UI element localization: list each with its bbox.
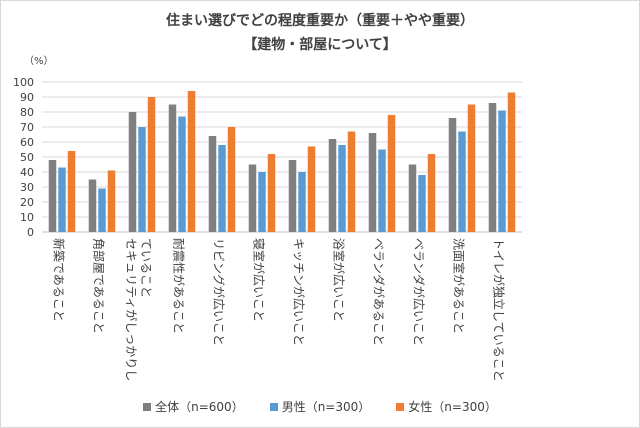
- legend-label-female: 女性（n=300）: [408, 400, 497, 414]
- chart-subtitle: 【建物・部屋について】: [243, 37, 397, 53]
- bar: [208, 136, 217, 232]
- x-tick-label: ベランダがあること: [372, 238, 387, 346]
- bar: [418, 175, 426, 232]
- bar: [408, 164, 417, 232]
- chart-title: 住まい選びでどの程度重要か（重要＋やや重要）: [166, 13, 474, 29]
- y-axis-unit-label: （%）: [24, 56, 54, 67]
- x-tick-label: 耐震性があること: [172, 238, 187, 334]
- bar: [107, 170, 116, 232]
- legend-swatch-male: [269, 402, 278, 411]
- bar: [467, 104, 476, 232]
- x-tick-label: トイレが独立していること: [492, 238, 507, 382]
- bar: [507, 92, 516, 232]
- y-tick-label: 100: [13, 76, 34, 89]
- bar: [147, 97, 156, 232]
- x-tick-label: 寝室が広いこと: [252, 238, 267, 322]
- bar: [328, 139, 337, 232]
- bar: [248, 164, 257, 232]
- bar: [458, 131, 466, 232]
- bar: [48, 160, 57, 232]
- bar: [307, 146, 316, 232]
- bar: [67, 151, 76, 232]
- bar: [368, 133, 377, 232]
- bar: [128, 112, 137, 232]
- legend-item-total: 全体（n=600）: [143, 398, 244, 415]
- y-tick-label: 70: [20, 121, 34, 134]
- y-tick-label: 20: [20, 196, 34, 209]
- bar: [448, 118, 457, 232]
- x-tick-label: キッチンが広いこと: [292, 238, 307, 346]
- x-tick-label: ベランダが広いこと: [412, 238, 427, 346]
- bar: [267, 154, 276, 232]
- bar: [288, 160, 297, 232]
- bar: [58, 167, 66, 232]
- y-tick-label: 0: [27, 226, 34, 239]
- x-tick-label: リビングが広いこと: [212, 238, 227, 346]
- bar: [218, 145, 226, 232]
- x-tick-label: 角部屋であること: [92, 238, 107, 334]
- y-tick-label: 80: [20, 106, 34, 119]
- y-tick-label: 60: [20, 136, 34, 149]
- legend-swatch-total: [143, 402, 152, 411]
- legend-swatch-female: [396, 402, 405, 411]
- bar: [427, 154, 436, 232]
- bar: [347, 131, 356, 232]
- bar: [178, 116, 186, 232]
- bar: [498, 110, 506, 232]
- bar: [227, 127, 236, 232]
- x-tick-label: 浴室が広いこと: [332, 238, 347, 322]
- legend-label-male: 男性（n=300）: [281, 400, 371, 414]
- bar: [168, 104, 177, 232]
- legend-item-female: 女性（n=300）: [396, 398, 497, 415]
- x-tick-label: ていること: [139, 238, 153, 298]
- y-tick-label: 50: [20, 151, 34, 164]
- legend: 全体（n=600） 男性（n=300） 女性（n=300）: [0, 398, 640, 415]
- x-tick-label: セキュリティがしっかりし: [124, 238, 139, 381]
- bar: [298, 172, 306, 232]
- bar: [88, 179, 97, 232]
- bar: [98, 188, 106, 232]
- x-tick-label: 新築であること: [52, 238, 67, 322]
- y-tick-label: 10: [20, 211, 34, 224]
- legend-item-male: 男性（n=300）: [269, 398, 371, 415]
- bar: [378, 149, 386, 232]
- bar: [338, 145, 346, 232]
- bar: [138, 127, 146, 232]
- bar: [258, 172, 266, 232]
- bar: [387, 115, 396, 232]
- bar: [488, 103, 497, 232]
- bar: [187, 91, 196, 232]
- y-tick-label: 30: [20, 181, 34, 194]
- legend-label-total: 全体（n=600）: [155, 400, 244, 414]
- y-tick-label: 40: [20, 166, 34, 179]
- y-tick-label: 90: [20, 91, 34, 104]
- x-tick-label: 洗面室があること: [452, 238, 467, 334]
